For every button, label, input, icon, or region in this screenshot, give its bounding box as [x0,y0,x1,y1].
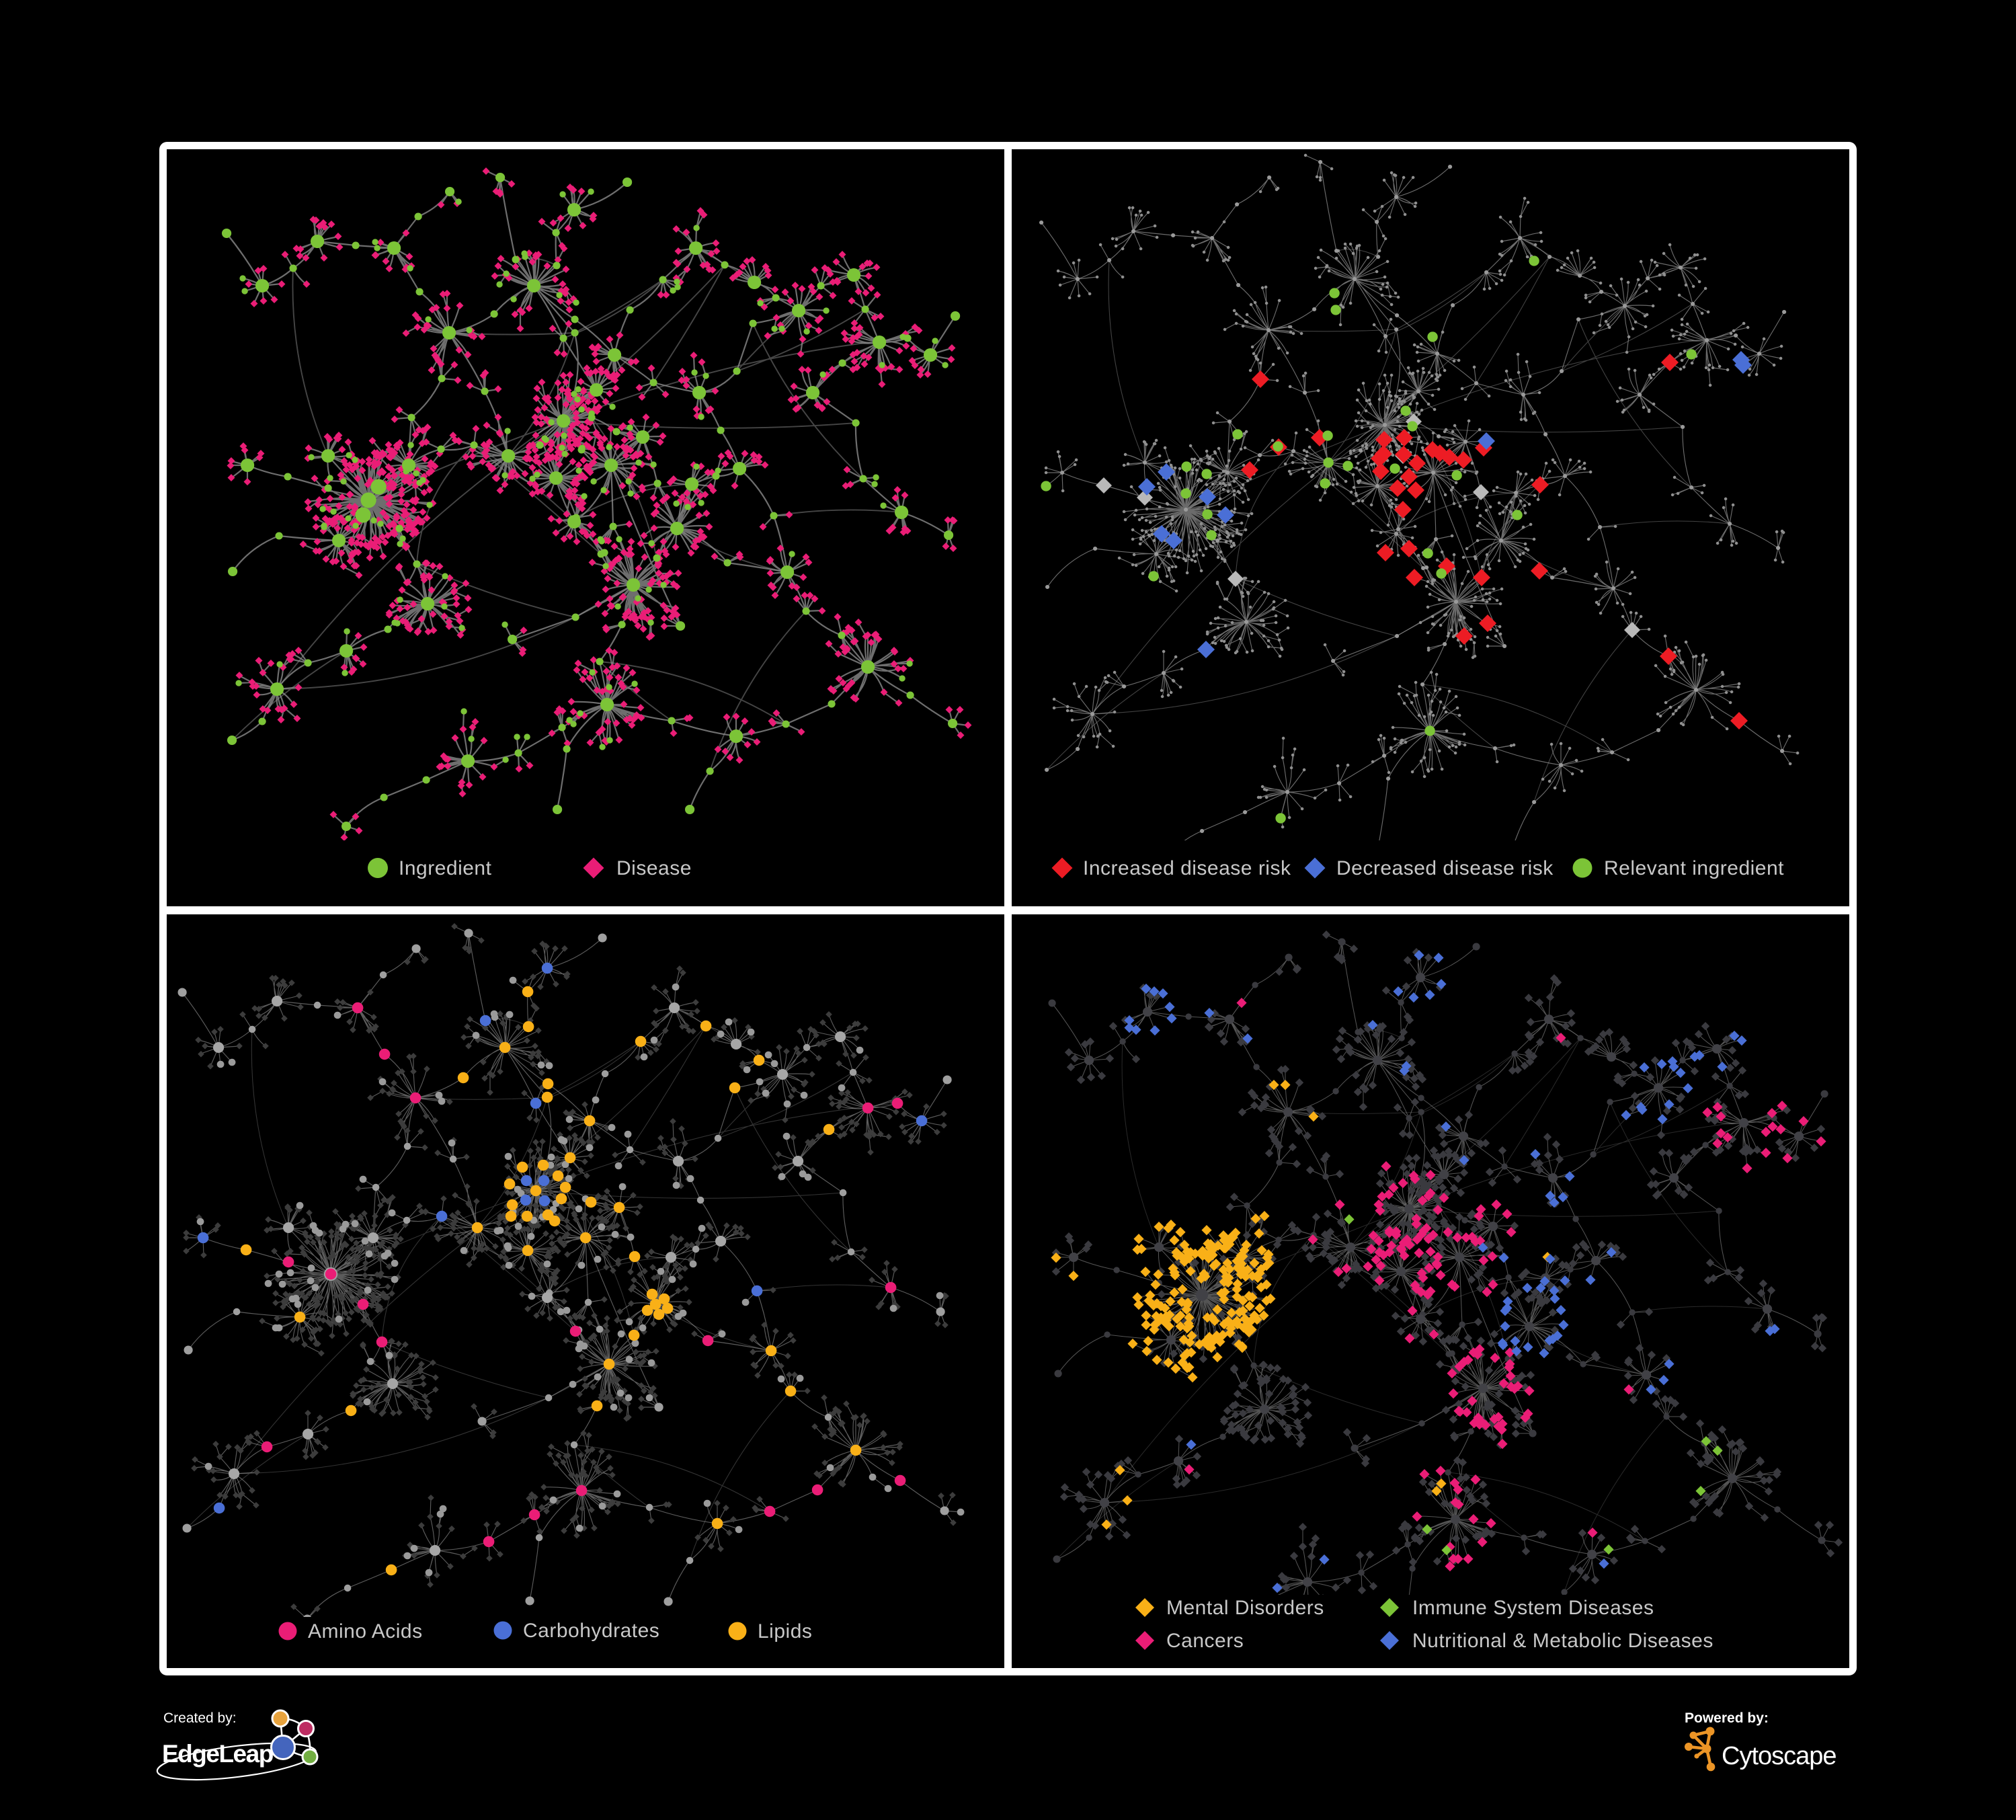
svg-text:Amino Acids: Amino Acids [308,1620,423,1643]
svg-text:Nutritional & Metabolic Diseas: Nutritional & Metabolic Diseases [1412,1630,1713,1652]
svg-text:Lipids: Lipids [758,1620,812,1643]
svg-text:Mental Disorders: Mental Disorders [1166,1597,1324,1619]
svg-text:Powered by:: Powered by: [1685,1710,1769,1726]
svg-text:Disease: Disease [616,857,692,879]
svg-text:Carbohydrates: Carbohydrates [523,1620,659,1642]
svg-text:Immune System Diseases: Immune System Diseases [1412,1597,1654,1619]
svg-text:Created by:: Created by: [163,1710,237,1726]
svg-text:Ingredient: Ingredient [399,857,492,879]
svg-text:Decreased disease risk: Decreased disease risk [1336,857,1554,879]
svg-text:Cytoscape: Cytoscape [1722,1742,1837,1770]
svg-text:Increased disease risk: Increased disease risk [1083,857,1291,879]
svg-text:Relevant ingredient: Relevant ingredient [1604,857,1784,879]
svg-text:Cancers: Cancers [1166,1630,1244,1652]
